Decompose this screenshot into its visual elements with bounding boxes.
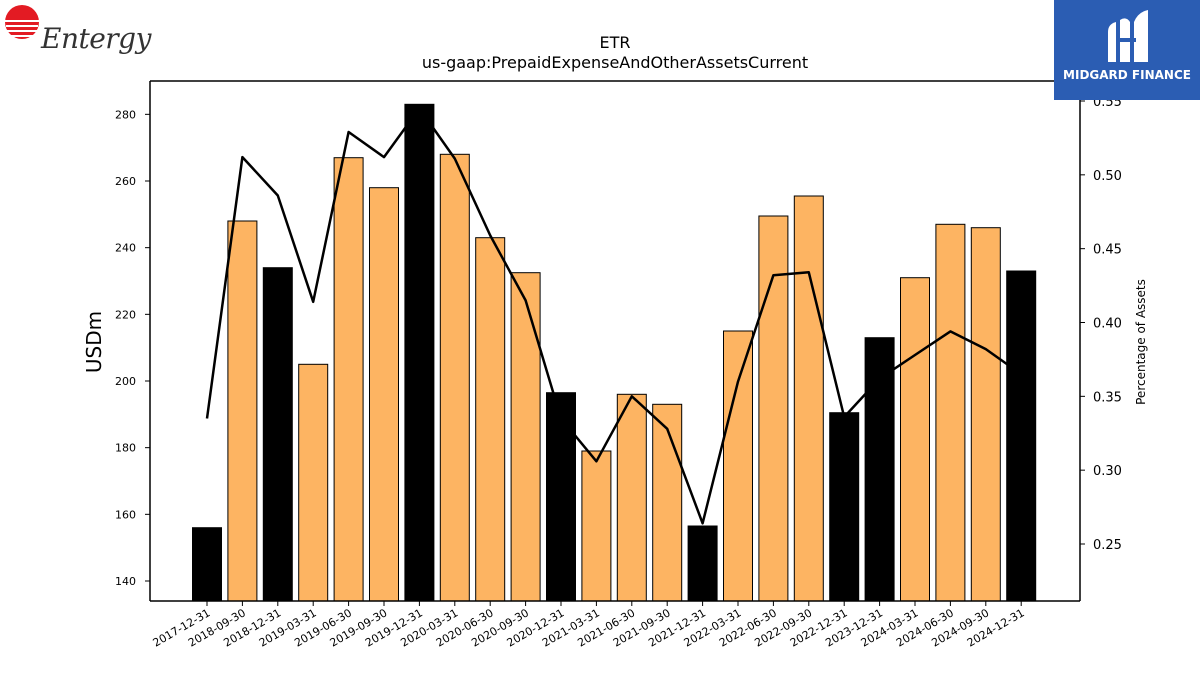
y2-tick-label: 0.50 (1093, 169, 1122, 184)
bar (227, 220, 258, 602)
bar (510, 272, 541, 602)
bar (1006, 270, 1037, 602)
y-tick-label: 160 (115, 508, 136, 521)
bar (900, 277, 930, 602)
percentage-line (205, 107, 1022, 525)
y-tick-label: 200 (115, 375, 136, 388)
entergy-wordmark: Entergy (41, 22, 151, 55)
bar (758, 215, 789, 602)
bar (369, 187, 399, 602)
bar (935, 223, 966, 602)
y2-tick-label: 0.45 (1093, 243, 1122, 258)
midgard-finance-logo: MIDGARD FINANCE (1054, 0, 1200, 100)
y-tick-label: 180 (115, 442, 136, 455)
y2-tick-label: 0.35 (1093, 390, 1122, 405)
y2-tick-label: 0.30 (1093, 464, 1122, 479)
y-tick-label: 220 (115, 308, 136, 321)
bar (439, 153, 470, 602)
bar (581, 450, 612, 602)
bar (723, 330, 753, 602)
midgard-wordmark: MIDGARD FINANCE (1063, 68, 1191, 82)
y-tick-label: 140 (115, 575, 136, 588)
chart-subtitle: us-gaap:PrepaidExpenseAndOtherAssetsCurr… (422, 53, 808, 72)
bar (404, 103, 435, 602)
y2-tick-label: 0.40 (1093, 317, 1122, 332)
bar (793, 195, 824, 602)
midgard-emblem-icon (1108, 10, 1148, 62)
bar (616, 393, 647, 602)
bar (864, 337, 895, 602)
bar (970, 227, 1001, 602)
bar (652, 403, 683, 602)
y-tick-label: 260 (115, 175, 136, 188)
y-tick-label: 280 (115, 108, 136, 121)
y2-axis-label: Percentage of Assets (1134, 279, 1148, 405)
bar (298, 363, 329, 602)
y2-tick-label: 0.25 (1093, 538, 1122, 553)
bar (546, 392, 576, 602)
bar (829, 412, 860, 602)
y-tick-label: 240 (115, 242, 136, 255)
entergy-logo: Entergy (4, 4, 151, 58)
bar (192, 527, 222, 602)
chart-title: ETR (600, 33, 631, 52)
entergy-sun-icon (5, 5, 39, 39)
bar (475, 237, 506, 602)
bar (262, 267, 293, 602)
bar (687, 525, 718, 602)
y-axis-label: USDm (82, 311, 106, 373)
bar (333, 157, 364, 602)
